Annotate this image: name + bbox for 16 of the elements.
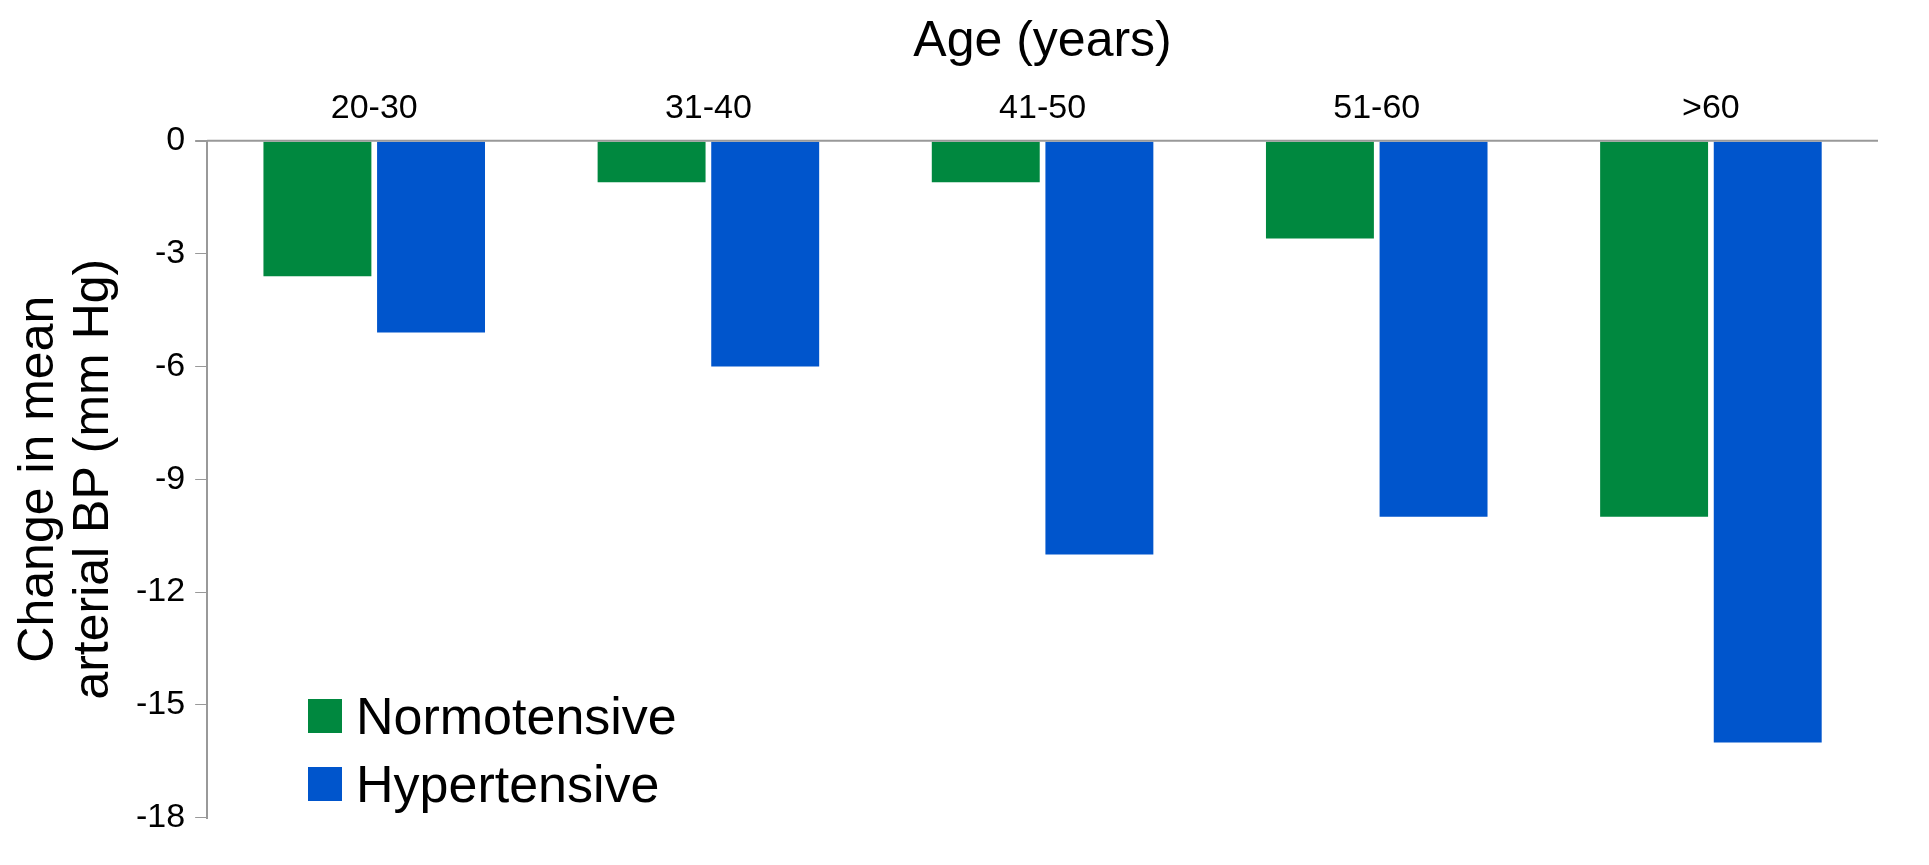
x-tick-label: 41-50 [999,86,1087,125]
y-tick-label: -18 [136,795,186,834]
x-tick-label: >60 [1682,86,1740,125]
y-tick-label: -15 [136,683,186,722]
x-tick-label: 20-30 [330,86,418,125]
y-tick-label: -9 [154,457,186,496]
y-tick-label: 0 [166,119,186,158]
legend-label: Hypertensive [356,754,660,815]
y-tick-label: -6 [154,344,186,383]
legend-label: Normotensive [356,686,677,747]
y-tick-label: -3 [154,231,186,270]
y-tick-label: -12 [136,570,186,609]
x-tick-label: 51-60 [1333,86,1421,125]
y-axis-title: Change in mean arterial BP (mm Hg) [8,258,120,700]
x-axis-title: Age (years) [913,10,1172,67]
x-tick-label: 31-40 [664,86,752,125]
